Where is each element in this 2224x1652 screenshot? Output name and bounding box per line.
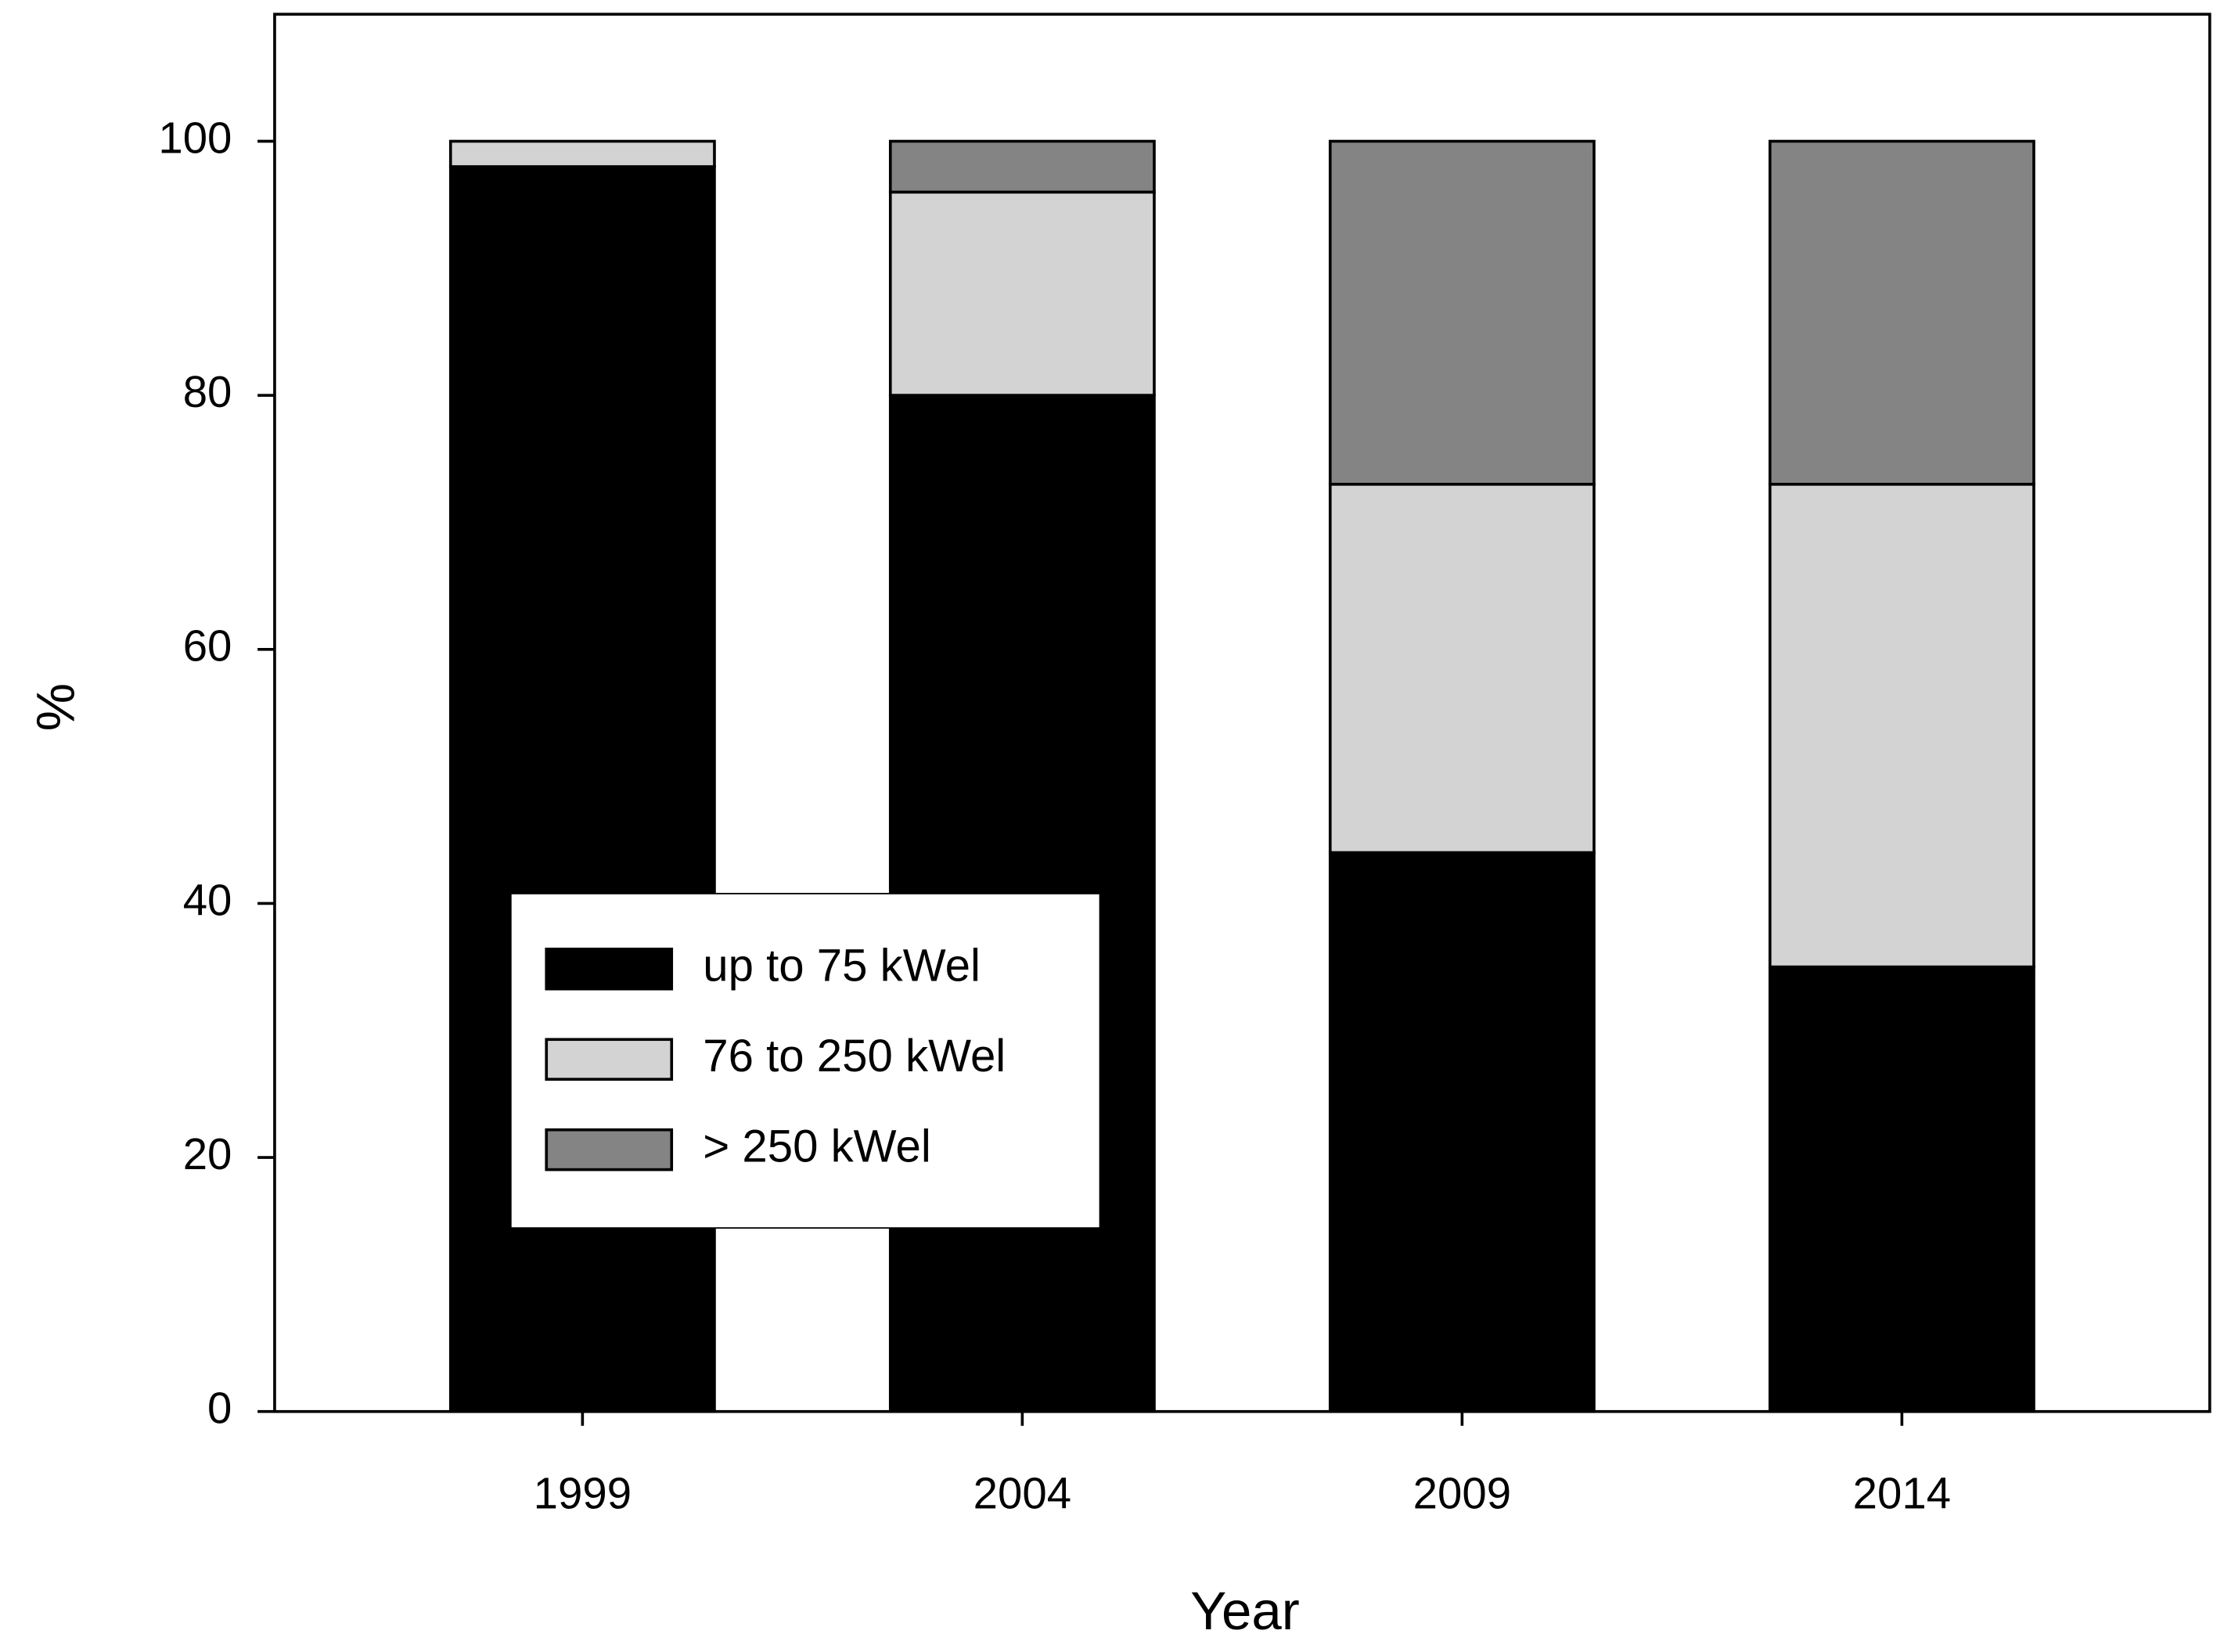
legend-label: up to 75 kWel	[703, 941, 981, 992]
bar-segment	[888, 139, 1156, 194]
legend-swatch	[545, 1128, 674, 1172]
bar-segment	[888, 190, 1156, 397]
bar-segment	[1328, 851, 1596, 1413]
y-tick-label: 80	[183, 367, 232, 416]
bar-segment	[448, 139, 716, 168]
bar-segment	[1768, 482, 2035, 969]
x-tick-label: 2004	[973, 1469, 1071, 1518]
legend-label: > 250 kWel	[703, 1121, 931, 1172]
plot-frame	[273, 13, 2211, 1413]
y-axis-title: %	[25, 683, 86, 731]
y-tick-label: 20	[183, 1129, 232, 1179]
y-tick-label: 40	[183, 875, 232, 924]
x-tick-label: 1999	[534, 1469, 632, 1518]
x-tick-label: 2009	[1413, 1469, 1511, 1518]
x-tick-label: 2014	[1853, 1469, 1951, 1518]
bar-segment	[1328, 482, 1596, 855]
bar-segment	[1328, 139, 1596, 486]
y-tick-label: 60	[183, 621, 232, 671]
bar-segment	[1768, 965, 2035, 1413]
legend-swatch	[545, 947, 674, 991]
y-tick-label: 100	[158, 113, 232, 162]
y-tick-label: 0	[207, 1384, 232, 1433]
x-axis-title: Year	[1190, 1580, 1300, 1641]
bar-segment	[1768, 139, 2035, 486]
legend-swatch	[545, 1038, 674, 1081]
legend-label: 76 to 250 kWel	[703, 1031, 1006, 1082]
